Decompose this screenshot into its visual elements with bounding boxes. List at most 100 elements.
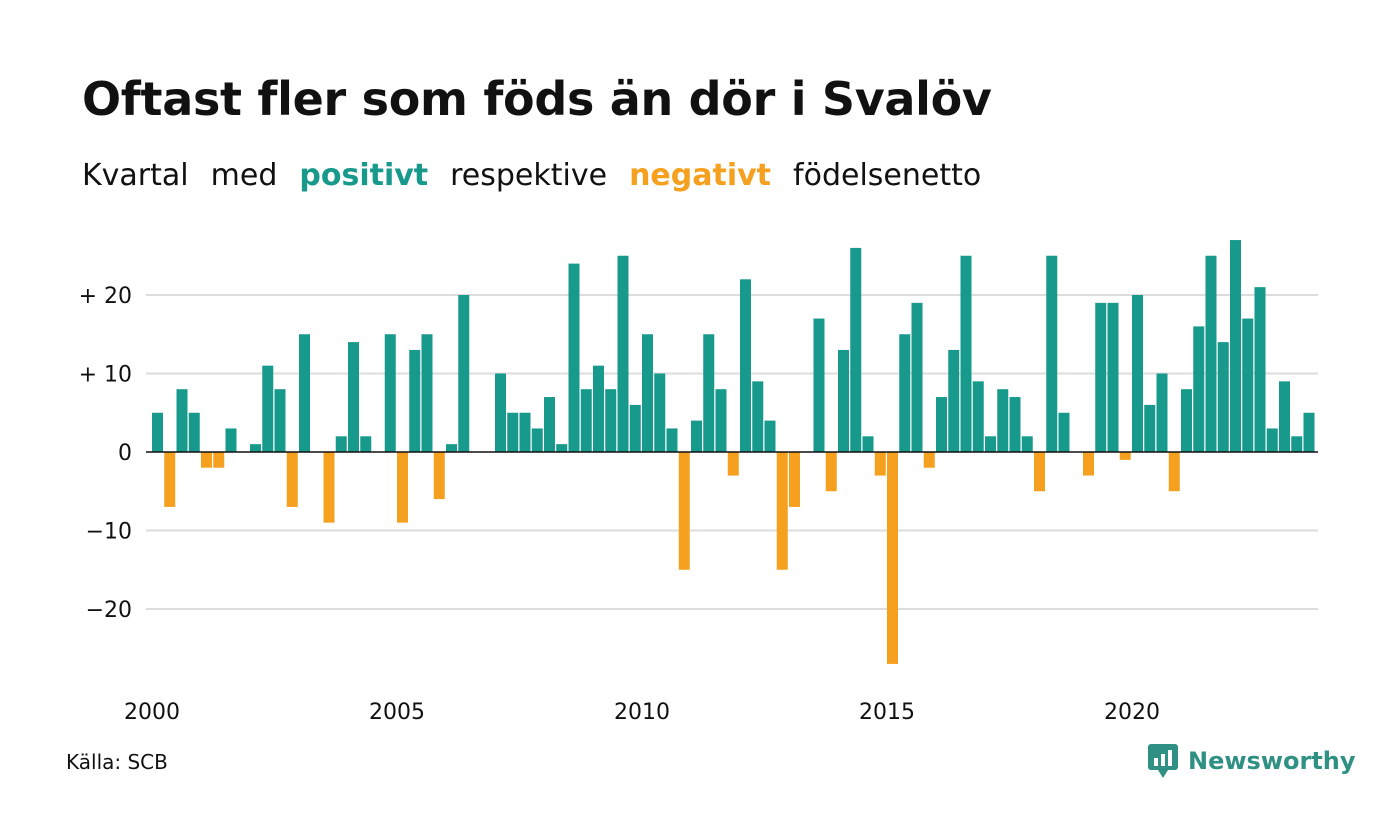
bar bbox=[862, 436, 874, 452]
bar bbox=[507, 412, 519, 452]
bar bbox=[752, 381, 764, 452]
bar bbox=[605, 389, 617, 452]
bar bbox=[617, 255, 629, 452]
bar bbox=[899, 334, 911, 452]
bar bbox=[1095, 302, 1107, 452]
bar bbox=[593, 365, 604, 452]
x-tick-label: 2005 bbox=[369, 700, 425, 725]
bar bbox=[433, 452, 445, 500]
bar bbox=[1009, 397, 1021, 452]
bar bbox=[1217, 342, 1229, 452]
bar bbox=[176, 389, 188, 452]
bar bbox=[727, 452, 739, 476]
bar bbox=[972, 381, 984, 452]
subtitle-positive-word: positivt bbox=[299, 158, 429, 193]
bar bbox=[874, 452, 886, 476]
x-tick-label: 2010 bbox=[614, 700, 670, 725]
bar bbox=[1083, 452, 1094, 476]
x-tick-label: 2020 bbox=[1104, 700, 1160, 725]
newsworthy-logo: Newsworthy bbox=[1148, 744, 1356, 778]
subtitle-word: födelsenetto bbox=[793, 158, 982, 193]
bar bbox=[629, 404, 641, 452]
brand-name: Newsworthy bbox=[1188, 747, 1356, 775]
bar bbox=[654, 373, 666, 452]
bar bbox=[1303, 412, 1315, 452]
bar bbox=[262, 365, 274, 452]
bar bbox=[666, 428, 678, 452]
bar bbox=[1058, 412, 1070, 452]
bar bbox=[691, 420, 702, 452]
bar bbox=[201, 452, 212, 468]
x-tick-label: 2000 bbox=[124, 700, 180, 725]
bar bbox=[1266, 428, 1278, 452]
subtitle-word: respektive bbox=[450, 158, 608, 193]
bar bbox=[1279, 381, 1290, 452]
bar bbox=[1193, 326, 1205, 452]
bar bbox=[360, 436, 372, 452]
bar bbox=[1046, 255, 1058, 452]
bar bbox=[1205, 255, 1217, 452]
bar bbox=[923, 452, 935, 468]
bar bbox=[225, 428, 237, 452]
bar bbox=[250, 444, 261, 452]
bar bbox=[1107, 302, 1119, 452]
bar bbox=[642, 334, 653, 452]
bar bbox=[911, 302, 923, 452]
y-tick-label: −20 bbox=[86, 598, 132, 623]
bar bbox=[997, 389, 1009, 452]
bar bbox=[446, 444, 457, 452]
bar bbox=[421, 334, 433, 452]
bar bbox=[948, 349, 960, 452]
bar bbox=[348, 342, 359, 452]
bar bbox=[274, 389, 286, 452]
bar bbox=[1230, 240, 1241, 452]
bar bbox=[519, 412, 531, 452]
bar bbox=[568, 263, 580, 452]
bar bbox=[580, 389, 592, 452]
bar bbox=[323, 452, 335, 523]
bar bbox=[776, 452, 788, 570]
bar bbox=[458, 295, 470, 452]
bar bbox=[813, 318, 825, 452]
chart-subtitle: Kvartal med positivt respektive negativt föde… bbox=[82, 158, 1003, 193]
bar bbox=[409, 349, 421, 452]
bar bbox=[286, 452, 298, 507]
bar bbox=[825, 452, 837, 492]
bar bbox=[715, 389, 727, 452]
bar bbox=[1168, 452, 1180, 492]
bar bbox=[556, 444, 568, 452]
bar bbox=[887, 452, 898, 664]
bar bbox=[1181, 389, 1192, 452]
bar bbox=[764, 420, 776, 452]
bar bbox=[397, 452, 408, 523]
bar bbox=[740, 279, 751, 452]
bar bbox=[213, 452, 225, 468]
bar bbox=[495, 373, 506, 452]
newsworthy-icon bbox=[1148, 744, 1178, 778]
bar bbox=[531, 428, 543, 452]
bar bbox=[1021, 436, 1033, 452]
bar bbox=[544, 397, 555, 452]
bar bbox=[1156, 373, 1168, 452]
y-tick-label: + 10 bbox=[79, 363, 132, 388]
bar bbox=[1034, 452, 1045, 492]
bar bbox=[335, 436, 347, 452]
bar bbox=[1132, 295, 1143, 452]
bar bbox=[299, 334, 310, 452]
y-tick-label: −10 bbox=[86, 520, 132, 545]
bar bbox=[152, 412, 163, 452]
subtitle-negative-word: negativt bbox=[629, 158, 772, 193]
bar bbox=[1119, 452, 1131, 460]
subtitle-word: med bbox=[210, 158, 278, 193]
bar bbox=[838, 349, 849, 452]
bar bbox=[1291, 436, 1303, 452]
chart-title: Oftast fler som föds än dör i Svalöv bbox=[82, 72, 992, 126]
bar bbox=[789, 452, 800, 507]
bar bbox=[936, 397, 947, 452]
bar bbox=[678, 452, 690, 570]
y-tick-label: + 20 bbox=[79, 284, 132, 309]
bar bbox=[1254, 287, 1266, 452]
bar bbox=[1242, 318, 1254, 452]
subtitle-word: Kvartal bbox=[82, 158, 189, 193]
